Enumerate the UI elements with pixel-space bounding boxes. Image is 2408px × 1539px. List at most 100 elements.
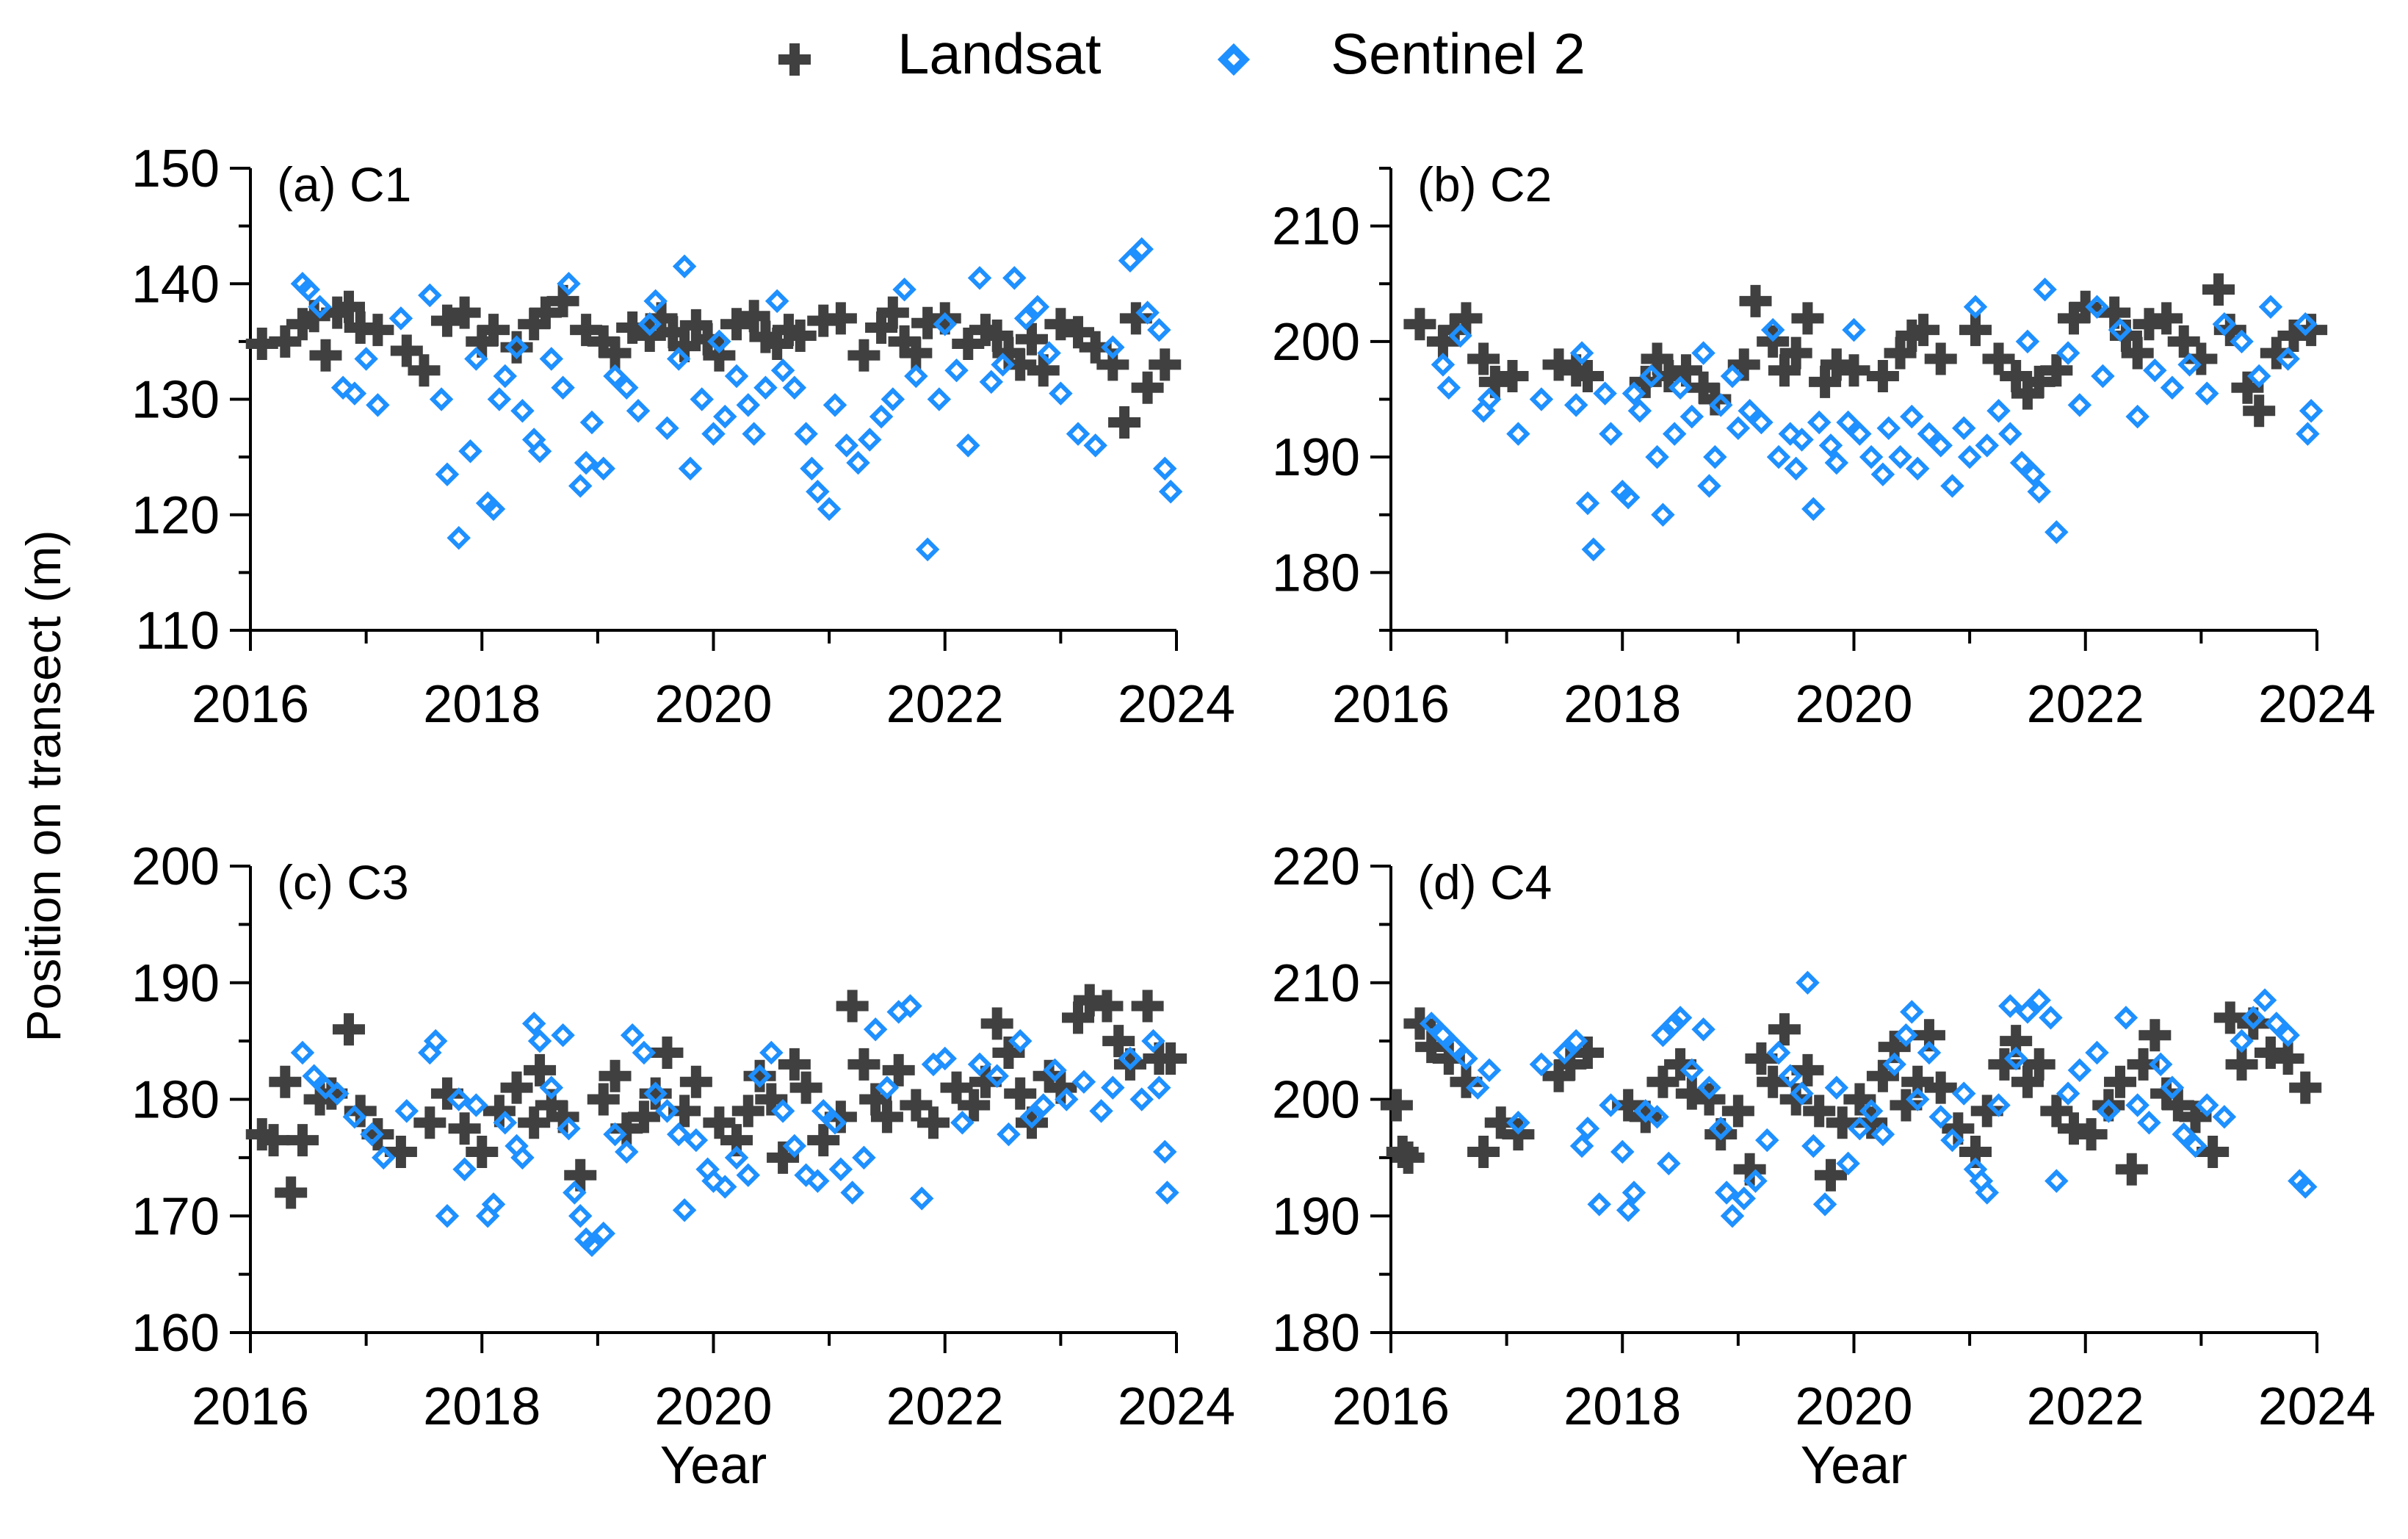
sentinel-point	[626, 398, 651, 423]
sentinel-point	[1431, 1023, 1456, 1048]
legend: Landsat Sentinel 2	[778, 21, 1586, 86]
diamond-marker-icon	[1223, 48, 1245, 71]
sentinel-point	[429, 387, 454, 411]
sentinel-point	[1691, 1017, 1715, 1042]
sentinel-point	[1587, 1192, 1611, 1217]
x-tick-label: 2024	[2258, 1377, 2376, 1436]
sentinel-point	[1714, 1181, 1739, 1205]
x-tick-label: 2022	[2027, 675, 2144, 734]
sentinel-point	[1807, 410, 1832, 435]
sentinel-point	[539, 1075, 564, 1100]
landsat-point	[1380, 1089, 1413, 1122]
panel-title: (d) C4	[1417, 855, 1552, 909]
landsat-point	[275, 1176, 308, 1209]
sentinel-point	[510, 398, 535, 423]
sentinel-point	[2085, 1040, 2109, 1065]
sentinel-point	[2125, 404, 2150, 429]
sentinel-point	[1101, 335, 1125, 359]
sentinel-point	[452, 1157, 477, 1181]
y-tick-label: 120	[131, 486, 220, 545]
sentinel-point	[342, 1105, 367, 1129]
sentinel-point	[1766, 1040, 1791, 1065]
sentinel-point	[1129, 1087, 1154, 1111]
sentinel-point	[1876, 416, 1901, 441]
sentinel-point	[724, 364, 749, 389]
sentinel-point	[296, 277, 321, 302]
sentinel-point	[892, 277, 916, 302]
sentinel-point	[2276, 347, 2300, 371]
sentinel-point	[2230, 1028, 2254, 1053]
landsat-point	[916, 1106, 950, 1139]
sentinel-point	[557, 272, 581, 296]
sentinel-point	[1071, 1070, 1096, 1094]
sentinel-point	[1152, 456, 1177, 481]
sentinel-point	[1900, 404, 1924, 429]
y-tick-label: 160	[131, 1304, 220, 1363]
sentinel-point	[1975, 433, 2000, 458]
sentinel-point	[2044, 1169, 2069, 1193]
sentinel-point	[666, 347, 691, 371]
sentinel-point	[933, 1046, 957, 1071]
sentinel-point	[2195, 381, 2219, 406]
landsat-point	[1721, 1095, 1754, 1128]
sentinel-point	[1025, 295, 1050, 319]
sentinel-point	[2160, 375, 2185, 400]
sentinel-point	[527, 1028, 552, 1053]
landsat-point	[1149, 348, 1182, 381]
x-tick-label: 2018	[1563, 675, 1681, 734]
sentinel-point	[997, 1122, 1021, 1147]
sentinel-point	[806, 1169, 830, 1193]
x-tick-label: 2022	[886, 1377, 1004, 1436]
x-tick-label: 2018	[423, 675, 540, 734]
sentinel-point	[615, 1139, 639, 1164]
chart-panel-2: 2016 2018 2020 2022 2024 180 190 200 210 (b) C2	[1272, 157, 2376, 734]
landsat-point	[2138, 1019, 2172, 1052]
landsat-point	[2167, 325, 2200, 358]
landsat-point	[2254, 1037, 2287, 1069]
x-tick-label: 2020	[654, 675, 772, 734]
sentinel-point	[1152, 1139, 1177, 1164]
sentinel-point	[1951, 1081, 1976, 1106]
sentinel-point	[2009, 450, 2034, 475]
sentinel-point	[1442, 1034, 1467, 1059]
sentinel-point	[2108, 317, 2133, 342]
sentinel-point	[1419, 1012, 1444, 1036]
sentinel-point	[1575, 491, 1600, 516]
sentinel-point	[1593, 381, 1617, 406]
sentinel-point	[1917, 422, 1942, 446]
sentinel-point	[1529, 387, 1554, 411]
sentinel-point	[1824, 1075, 1849, 1100]
sentinel-point	[510, 1145, 535, 1170]
sentinel-point	[1697, 474, 1721, 498]
sentinel-point	[1448, 323, 1472, 348]
landsat-point	[390, 334, 423, 367]
y-tick-label: 110	[135, 602, 220, 660]
sentinel-point	[794, 1163, 818, 1187]
sentinel-point	[1894, 1023, 1918, 1048]
sentinel-point	[1118, 248, 1143, 273]
sentinel-point	[1089, 1099, 1113, 1123]
sentinel-point	[2097, 1099, 2121, 1123]
sentinel-point	[1882, 1052, 1906, 1077]
sentinel-point	[1066, 422, 1091, 446]
sentinel-point	[1957, 444, 1982, 469]
landsat-point	[1837, 354, 1870, 387]
sentinel-point	[1703, 444, 1727, 469]
landsat-point	[286, 1124, 319, 1157]
sentinel-point	[579, 1233, 604, 1258]
y-tick-label: 190	[1272, 428, 1360, 487]
sentinel-point	[643, 1081, 668, 1106]
sentinel-point	[1836, 410, 1860, 435]
sentinel-point	[487, 387, 512, 411]
sentinel-point	[1563, 1028, 1588, 1053]
sentinel-point	[782, 1133, 807, 1158]
sentinel-point	[1888, 444, 1912, 469]
sentinel-point	[713, 1175, 737, 1199]
sentinel-point	[527, 439, 552, 464]
landsat-point	[2202, 273, 2235, 306]
sentinel-point	[1610, 1139, 1635, 1164]
landsat-point	[408, 354, 441, 387]
sentinel-point	[806, 480, 830, 504]
sentinel-point	[1639, 364, 1663, 389]
sentinel-point	[620, 1023, 645, 1048]
